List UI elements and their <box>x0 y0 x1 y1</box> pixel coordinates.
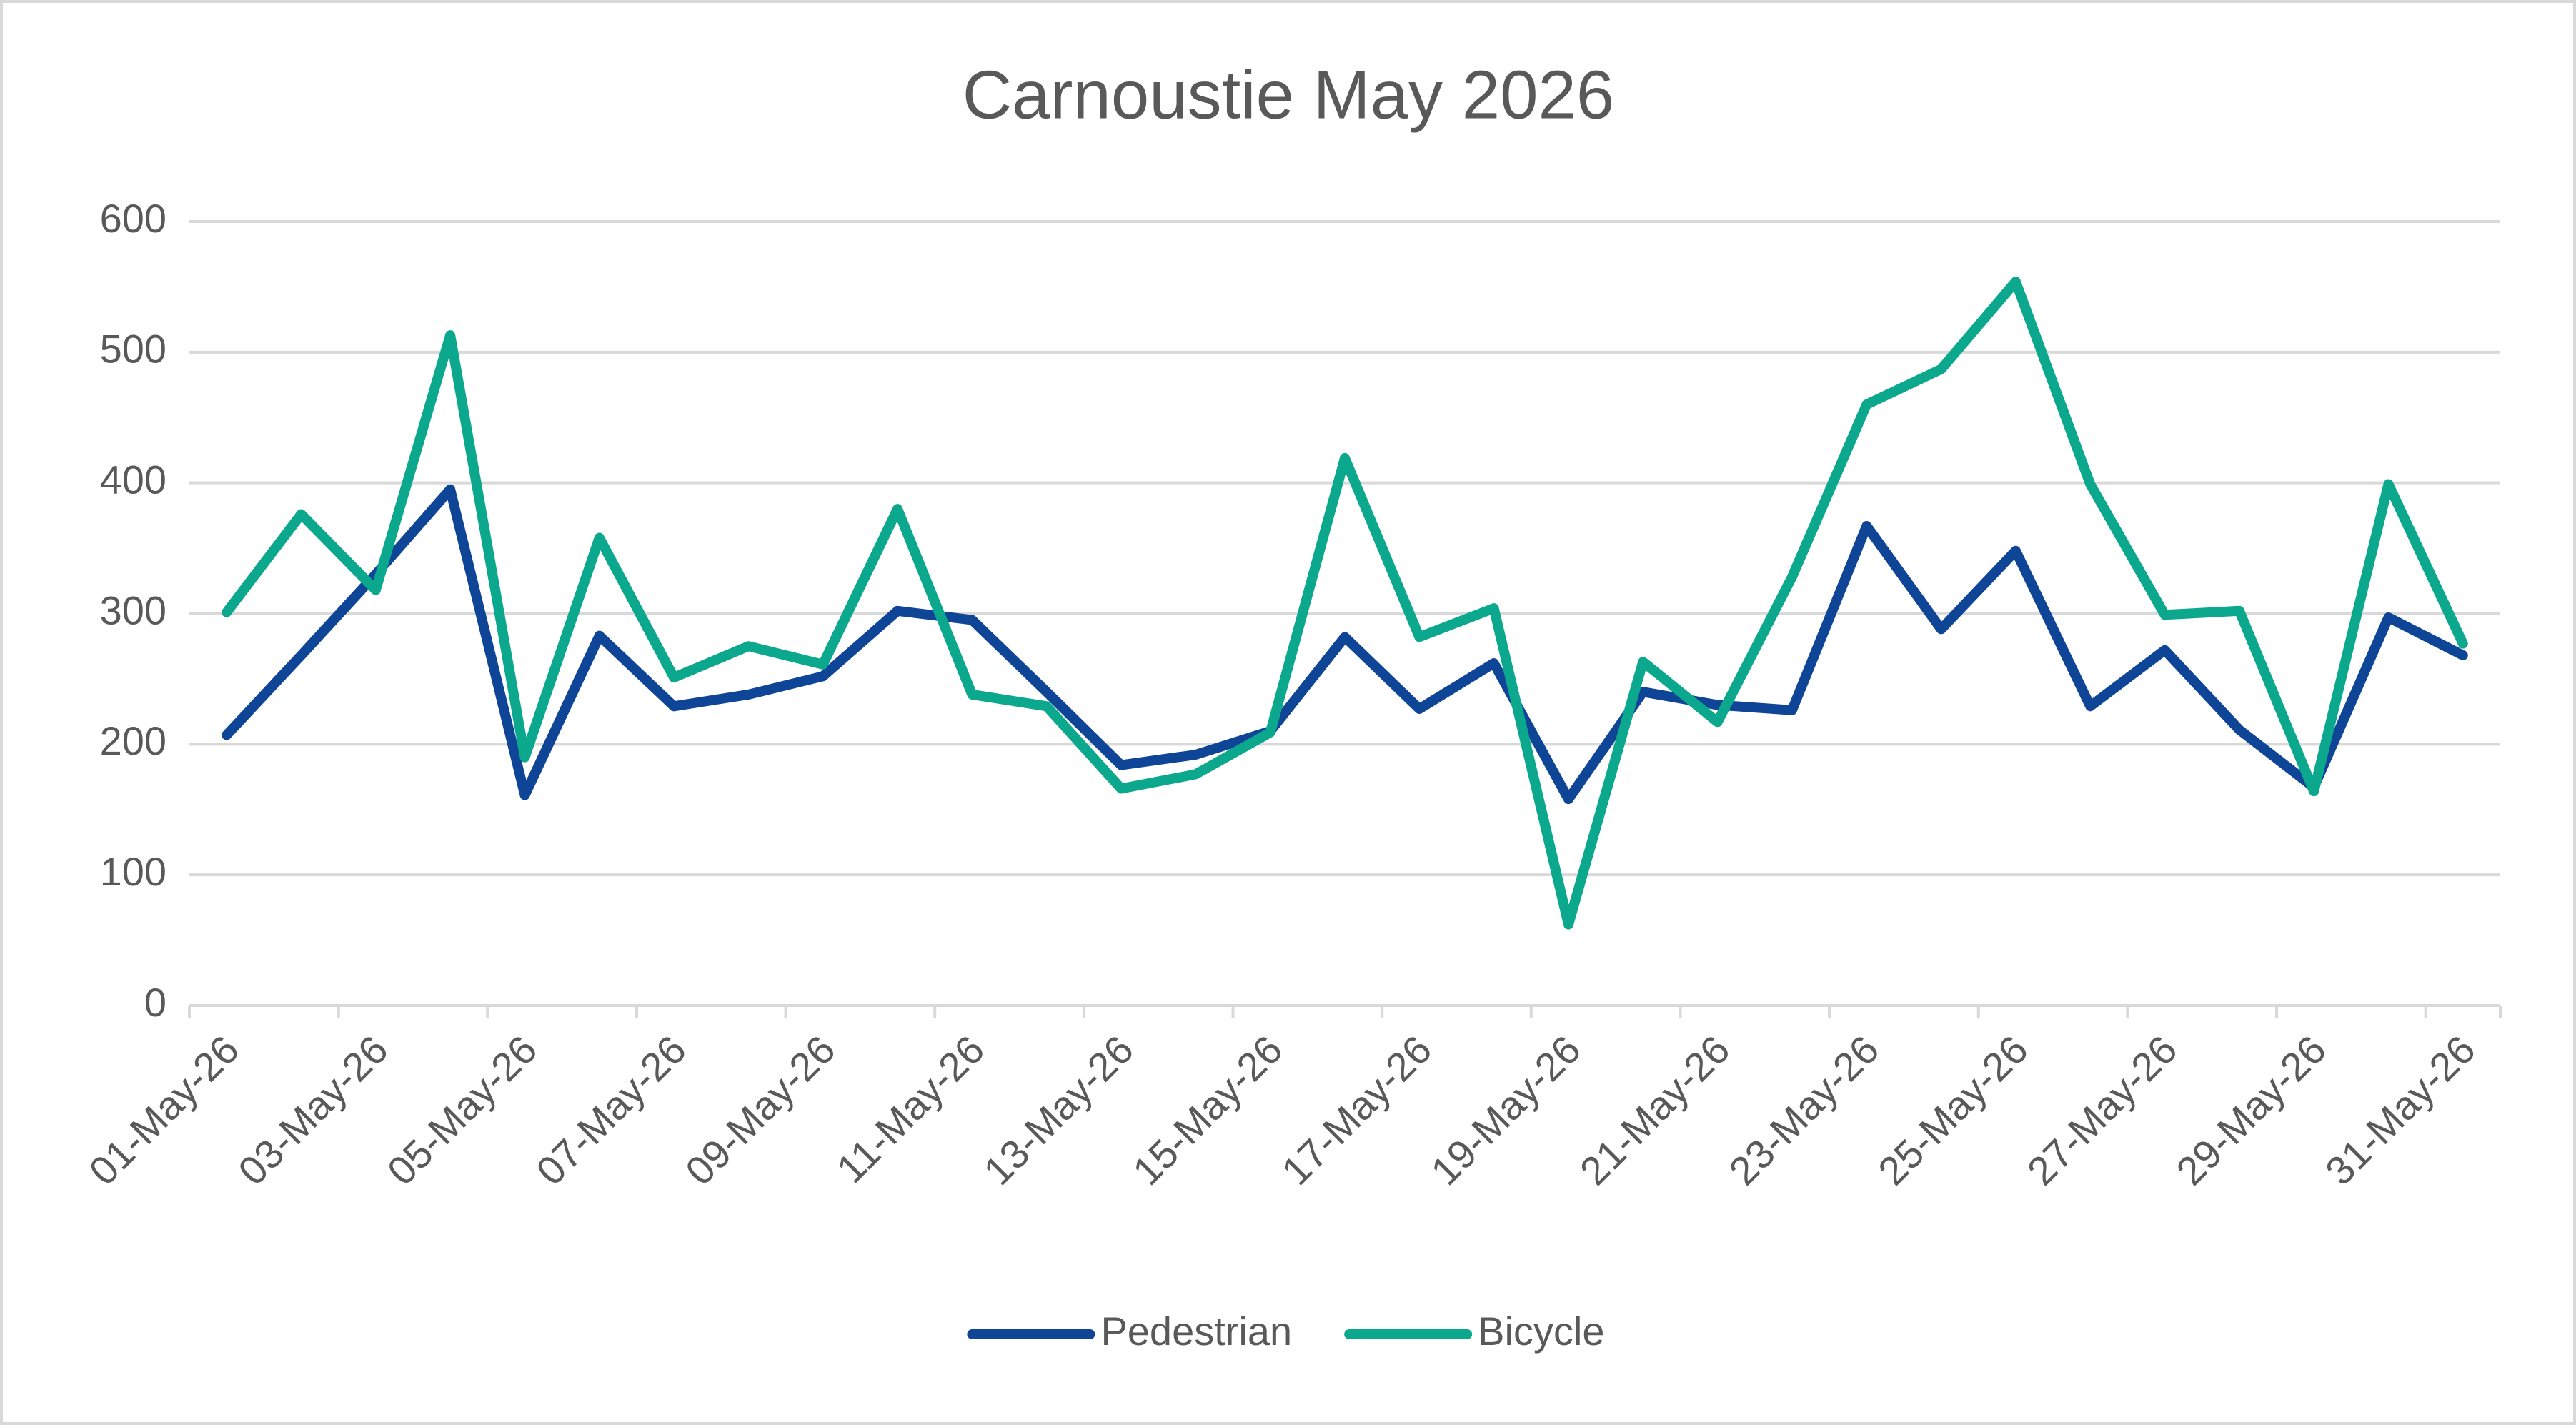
y-tick-label: 200 <box>100 718 166 763</box>
legend-label: Bicycle <box>1478 1309 1604 1354</box>
y-tick-label: 400 <box>100 457 166 502</box>
y-tick-label: 600 <box>100 196 166 241</box>
y-tick-label: 0 <box>144 980 166 1025</box>
chart-title: Carnoustie May 2026 <box>963 56 1615 133</box>
y-tick-label: 500 <box>100 327 166 372</box>
y-tick-label: 300 <box>100 587 166 632</box>
y-tick-label: 100 <box>100 849 166 894</box>
series-line <box>222 484 2468 805</box>
legend-label: Pedestrian <box>1100 1309 1292 1354</box>
series-line <box>222 277 2468 930</box>
